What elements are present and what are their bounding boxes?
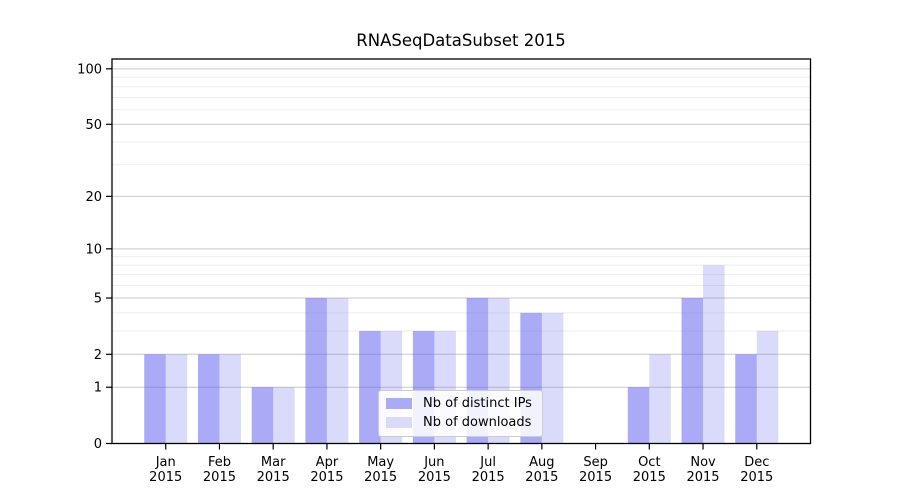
bar-distinct-ips [735,354,757,444]
bar-distinct-ips [627,387,650,444]
legend-swatch-downloads [386,417,412,428]
bar-downloads [326,298,349,444]
x-tick-label-year: 2015 [686,470,719,485]
y-tick-label: 2 [94,348,102,363]
x-tick-label-month: Aug [529,455,554,470]
x-tick-label-year: 2015 [740,470,773,485]
bar-distinct-ips [251,387,274,444]
x-tick-label-year: 2015 [472,470,505,485]
x-tick-label-year: 2015 [418,470,451,485]
y-tick-label: 5 [94,292,102,307]
bar-distinct-ips [359,330,381,444]
x-tick-label-year: 2015 [633,470,666,485]
x-tick-label-year: 2015 [203,470,236,485]
x-tick-label-year: 2015 [364,470,397,485]
x-tick-label-month: Mar [261,455,286,470]
bar-downloads [541,312,564,444]
bar-downloads [703,265,725,444]
x-tick-label-year: 2015 [149,470,182,485]
x-tick-label-month: Apr [316,455,339,470]
y-tick-label: 20 [85,190,102,205]
legend-item-distinct-ips: Nb of distinct IPs [386,397,532,410]
legend: Nb of distinct IPs Nb of downloads [378,390,543,437]
x-tick-label-month: Oct [638,455,660,470]
y-tick-label: 0 [94,437,102,452]
x-tick-label-month: Jun [423,455,444,470]
y-tick-label: 100 [77,62,102,77]
x-tick-label-year: 2015 [310,470,343,485]
legend-label-downloads: Nb of downloads [423,415,532,430]
bar-downloads [756,330,779,444]
x-tick-label-month: Jul [479,455,496,470]
x-tick-label-month: Dec [744,455,769,470]
x-tick-label-month: May [367,455,394,470]
bar-downloads [273,387,295,444]
y-tick-label: 1 [94,381,102,396]
bar-downloads [165,354,188,444]
y-tick-label: 10 [85,242,102,257]
x-tick-label-year: 2015 [579,470,612,485]
x-tick-label-year: 2015 [525,470,558,485]
x-tick-label-year: 2015 [257,470,290,485]
x-tick-label-month: Jan [155,455,176,470]
y-tick-label: 50 [85,118,102,133]
bar-distinct-ips [144,354,166,444]
bar-distinct-ips [197,354,220,444]
bar-downloads [219,354,241,444]
x-tick-label-month: Feb [208,455,231,470]
legend-swatch-distinct-ips [386,398,412,409]
bar-downloads [649,354,671,444]
legend-label-distinct-ips: Nb of distinct IPs [423,396,532,411]
bar-distinct-ips [681,298,704,444]
chart-title: RNASeqDataSubset 2015 [356,31,566,50]
plot-border [111,58,812,445]
x-tick-label-month: Nov [690,455,716,470]
bar-distinct-ips [305,298,327,444]
legend-item-downloads: Nb of downloads [386,416,532,429]
x-tick-label-month: Sep [583,455,608,470]
